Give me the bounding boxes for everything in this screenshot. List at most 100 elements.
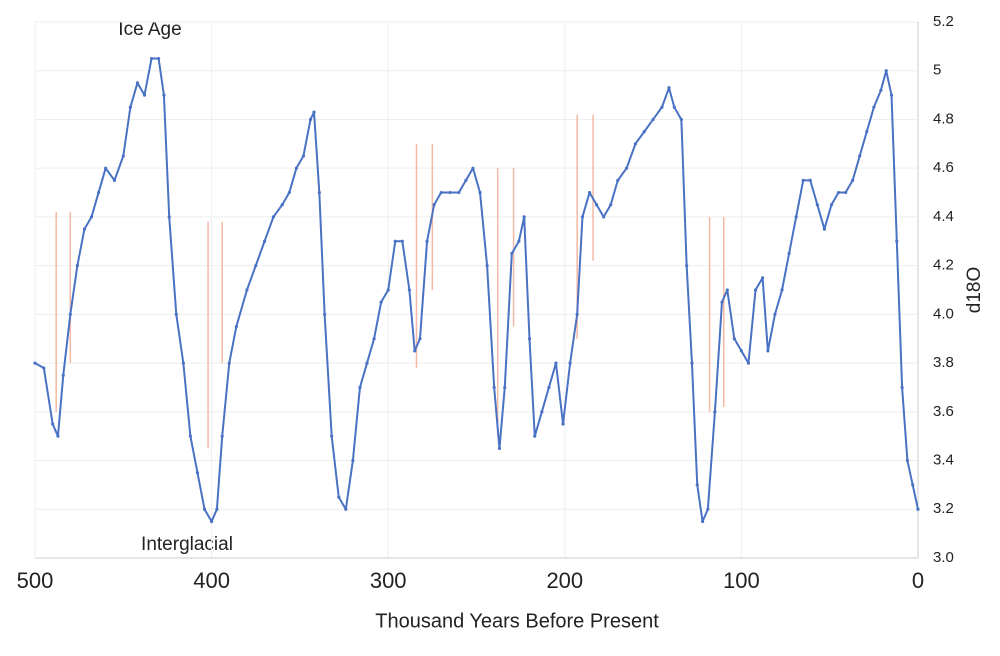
y-tick-label: 3.8 bbox=[933, 354, 954, 371]
point bbox=[829, 203, 834, 207]
point bbox=[96, 190, 101, 195]
point bbox=[262, 239, 267, 243]
point bbox=[56, 434, 60, 438]
point bbox=[379, 300, 383, 304]
x-tick-label: 0 bbox=[912, 568, 924, 593]
point bbox=[642, 130, 646, 134]
point bbox=[128, 105, 132, 109]
point bbox=[497, 446, 502, 450]
point bbox=[121, 154, 125, 158]
point bbox=[905, 458, 910, 463]
point bbox=[234, 324, 238, 329]
point bbox=[301, 154, 306, 158]
y-tick-label: 3.6 bbox=[933, 403, 954, 420]
point bbox=[287, 190, 291, 195]
point bbox=[760, 276, 765, 280]
annotation: Interglacial bbox=[141, 534, 233, 555]
point bbox=[884, 69, 888, 73]
point bbox=[323, 312, 327, 316]
point bbox=[457, 190, 461, 195]
point bbox=[142, 93, 147, 97]
point bbox=[372, 337, 376, 341]
point bbox=[330, 434, 334, 438]
point bbox=[895, 239, 899, 243]
point bbox=[351, 458, 355, 463]
point bbox=[439, 190, 443, 195]
y-tick-label: 4.0 bbox=[933, 305, 954, 322]
point bbox=[181, 361, 185, 365]
point bbox=[720, 300, 724, 304]
point bbox=[510, 251, 514, 256]
point bbox=[679, 117, 683, 122]
point bbox=[210, 519, 214, 524]
point bbox=[700, 519, 705, 524]
point bbox=[202, 507, 207, 511]
point bbox=[308, 117, 313, 122]
point bbox=[33, 361, 37, 365]
point bbox=[547, 385, 551, 390]
point bbox=[312, 110, 316, 114]
y-tick-label: 5 bbox=[933, 62, 941, 79]
point bbox=[625, 166, 629, 170]
point bbox=[400, 239, 404, 243]
point bbox=[42, 366, 46, 370]
point bbox=[568, 361, 572, 365]
point bbox=[725, 288, 729, 292]
point bbox=[773, 312, 777, 316]
x-tick-label: 300 bbox=[370, 568, 407, 593]
point bbox=[167, 215, 171, 219]
point bbox=[540, 410, 544, 414]
point bbox=[616, 178, 620, 182]
point bbox=[633, 142, 638, 146]
point bbox=[135, 81, 140, 85]
point bbox=[672, 105, 676, 109]
point bbox=[245, 288, 249, 292]
point bbox=[836, 190, 841, 195]
point bbox=[815, 203, 819, 207]
x-axis-label: Thousand Years Before Present bbox=[375, 610, 659, 632]
point bbox=[485, 264, 489, 268]
point bbox=[271, 215, 276, 219]
point bbox=[527, 337, 532, 341]
point bbox=[407, 288, 411, 292]
point bbox=[365, 361, 369, 365]
point bbox=[517, 239, 521, 243]
point bbox=[609, 203, 613, 207]
point bbox=[157, 56, 161, 61]
point bbox=[215, 507, 219, 511]
y-tick-label: 3.2 bbox=[933, 500, 954, 517]
point bbox=[787, 251, 791, 256]
point bbox=[580, 215, 585, 219]
x-tick-label: 400 bbox=[193, 568, 230, 593]
point bbox=[220, 434, 224, 438]
point bbox=[89, 215, 94, 219]
point bbox=[413, 349, 417, 353]
point bbox=[753, 288, 758, 292]
point bbox=[575, 312, 579, 316]
point bbox=[162, 93, 166, 97]
point bbox=[739, 349, 744, 353]
annotation: Ice Age bbox=[118, 19, 181, 40]
point bbox=[900, 385, 904, 390]
point bbox=[660, 105, 664, 109]
point bbox=[344, 507, 348, 511]
point bbox=[464, 178, 468, 182]
point bbox=[358, 385, 362, 390]
point bbox=[879, 88, 883, 92]
point bbox=[587, 190, 592, 195]
point bbox=[254, 264, 258, 268]
point bbox=[280, 203, 284, 207]
point bbox=[651, 117, 655, 122]
x-tick-label: 500 bbox=[17, 568, 54, 593]
point bbox=[732, 337, 736, 341]
point bbox=[889, 93, 894, 97]
point bbox=[822, 227, 827, 231]
point bbox=[393, 239, 397, 243]
point bbox=[174, 312, 178, 316]
x-tick-label: 200 bbox=[546, 568, 583, 593]
y-tick-label: 3.0 bbox=[933, 549, 954, 566]
point bbox=[386, 288, 390, 292]
point bbox=[112, 178, 117, 182]
point bbox=[227, 361, 231, 365]
